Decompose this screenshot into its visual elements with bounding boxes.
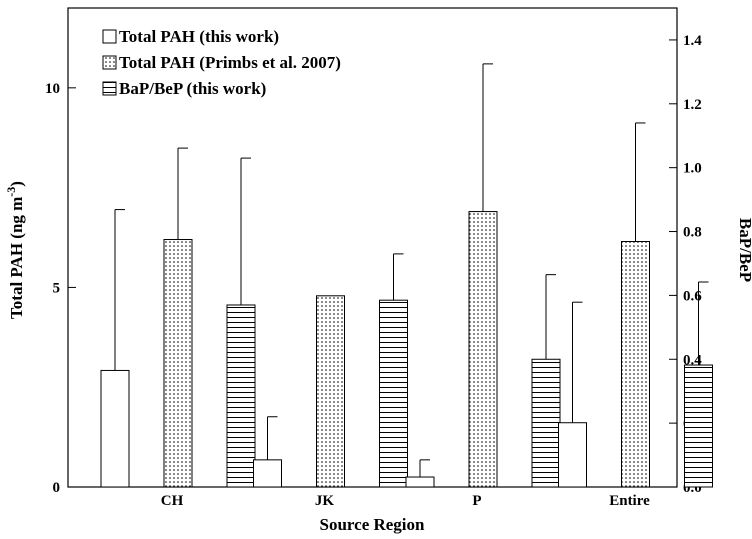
bar	[558, 422, 587, 488]
bar	[100, 369, 130, 488]
x-tick-label: P	[472, 493, 481, 509]
bar	[163, 239, 193, 488]
x-tick-label: CH	[161, 493, 184, 509]
bar	[379, 299, 408, 488]
bar	[226, 304, 256, 488]
bar	[684, 364, 713, 488]
y2-axis-title: BaP/BeP	[736, 218, 752, 282]
legend-swatch	[102, 55, 117, 70]
y2-tick-label: 1.4	[683, 33, 702, 49]
y2-tick-label: 1.0	[683, 161, 702, 177]
x-axis-title: Source Region	[320, 515, 426, 534]
legend-swatch	[102, 29, 117, 44]
bar	[531, 358, 561, 488]
y-axis-title: Total PAH (ng m-3)	[4, 181, 26, 319]
bar	[253, 459, 282, 488]
legend-label: BaP/BeP (this work)	[119, 79, 266, 98]
y2-tick-label: 0.6	[683, 288, 702, 304]
y2-tick-label: 0.8	[683, 225, 702, 241]
y-tick-label: 10	[45, 81, 60, 97]
legend-label: Total PAH (Primbs et al. 2007)	[119, 53, 341, 72]
bar	[621, 241, 650, 488]
bar	[405, 476, 435, 488]
plot-frame	[67, 7, 678, 488]
y-tick-label: 5	[53, 280, 61, 296]
x-tick-label: Entire	[609, 493, 650, 509]
y2-tick-label: 0.4	[683, 352, 702, 368]
legend-swatch	[102, 81, 117, 96]
legend-label: Total PAH (this work)	[119, 27, 279, 46]
y2-tick-label: 1.2	[683, 97, 702, 113]
y-tick-label: 0	[53, 480, 61, 496]
bar	[468, 211, 498, 488]
x-tick-label: JK	[315, 493, 335, 509]
bar	[316, 295, 345, 488]
